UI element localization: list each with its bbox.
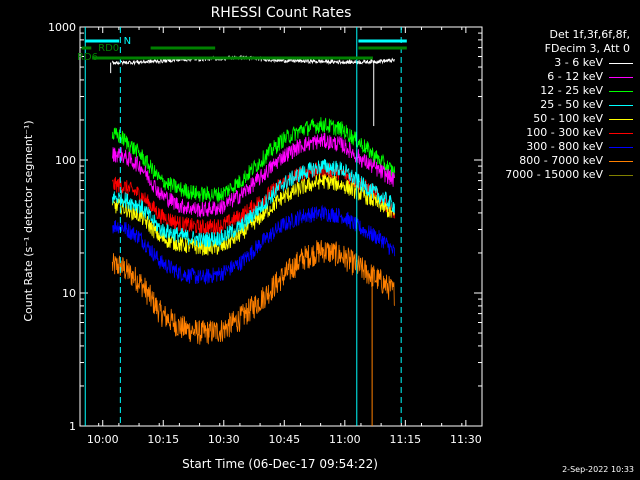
legend-entry: 7000 - 15000 keV [505, 168, 603, 181]
x-axis-label: Start Time (06-Dec-17 09:54:22) [182, 457, 378, 471]
legend-header-line-2: FDecim 3, Att 0 [544, 42, 630, 55]
legend-swatch [609, 91, 633, 92]
series-line-3 [111, 158, 396, 248]
series-line-7 [111, 240, 396, 345]
x-tick-label: 10:45 [268, 433, 300, 446]
legend-swatch [609, 175, 633, 176]
series-line-4 [111, 172, 395, 256]
series-line-6 [112, 204, 396, 285]
legend-entry: 800 - 7000 keV [519, 154, 603, 167]
legend-swatch [609, 147, 633, 148]
chart-title: RHESSI Count Rates [211, 5, 352, 21]
legend-swatch [609, 161, 633, 162]
y-axis-label: Count Rate (s⁻¹ detector segment⁻¹) [22, 120, 35, 321]
x-tick-label: 11:15 [389, 433, 421, 446]
footer-date: 2-Sep-2022 10:33 [562, 465, 634, 474]
x-tick-label: 10:15 [147, 433, 179, 446]
grid-and-ticks: 10:00 10:15 10:30 10:45 11:00 11:15 11:30 1 10 10… [48, 21, 482, 446]
series-line-2 [111, 117, 396, 204]
series-line-5 [111, 161, 396, 236]
x-tick-label: 11:00 [329, 433, 361, 446]
legend-swatch [609, 105, 633, 106]
legend-header-line-1: Det 1f,3f,6f,8f, [549, 28, 630, 41]
legend-entry: 100 - 300 keV [526, 126, 603, 139]
legend-entry: 3 - 6 keV [554, 56, 603, 69]
legend-swatch [609, 133, 633, 134]
legend-entry: 300 - 800 keV [526, 140, 603, 153]
legend-entry: 25 - 50 keV [540, 98, 603, 111]
legend-entry: 50 - 100 keV [533, 112, 603, 125]
y-tick-label: 100 [55, 154, 76, 167]
legend-swatch [609, 77, 633, 78]
y-tick-label: 1000 [48, 21, 76, 34]
plot-frame [79, 26, 483, 427]
x-tick-label: 10:30 [208, 433, 240, 446]
y-tick-label: 1 [69, 420, 76, 433]
rd6-label: RD6 [77, 52, 98, 63]
n-label: N [124, 36, 131, 47]
series-line-1 [111, 132, 396, 218]
legend-swatch [609, 119, 633, 120]
legend-swatch [609, 63, 633, 64]
legend-entry: 6 - 12 keV [547, 70, 603, 83]
legend-entry: 12 - 25 keV [540, 84, 603, 97]
y-tick-label: 10 [62, 287, 76, 300]
x-tick-label: 10:00 [87, 433, 119, 446]
x-tick-label: 11:30 [450, 433, 482, 446]
rd0-label: RD0 [98, 43, 119, 54]
